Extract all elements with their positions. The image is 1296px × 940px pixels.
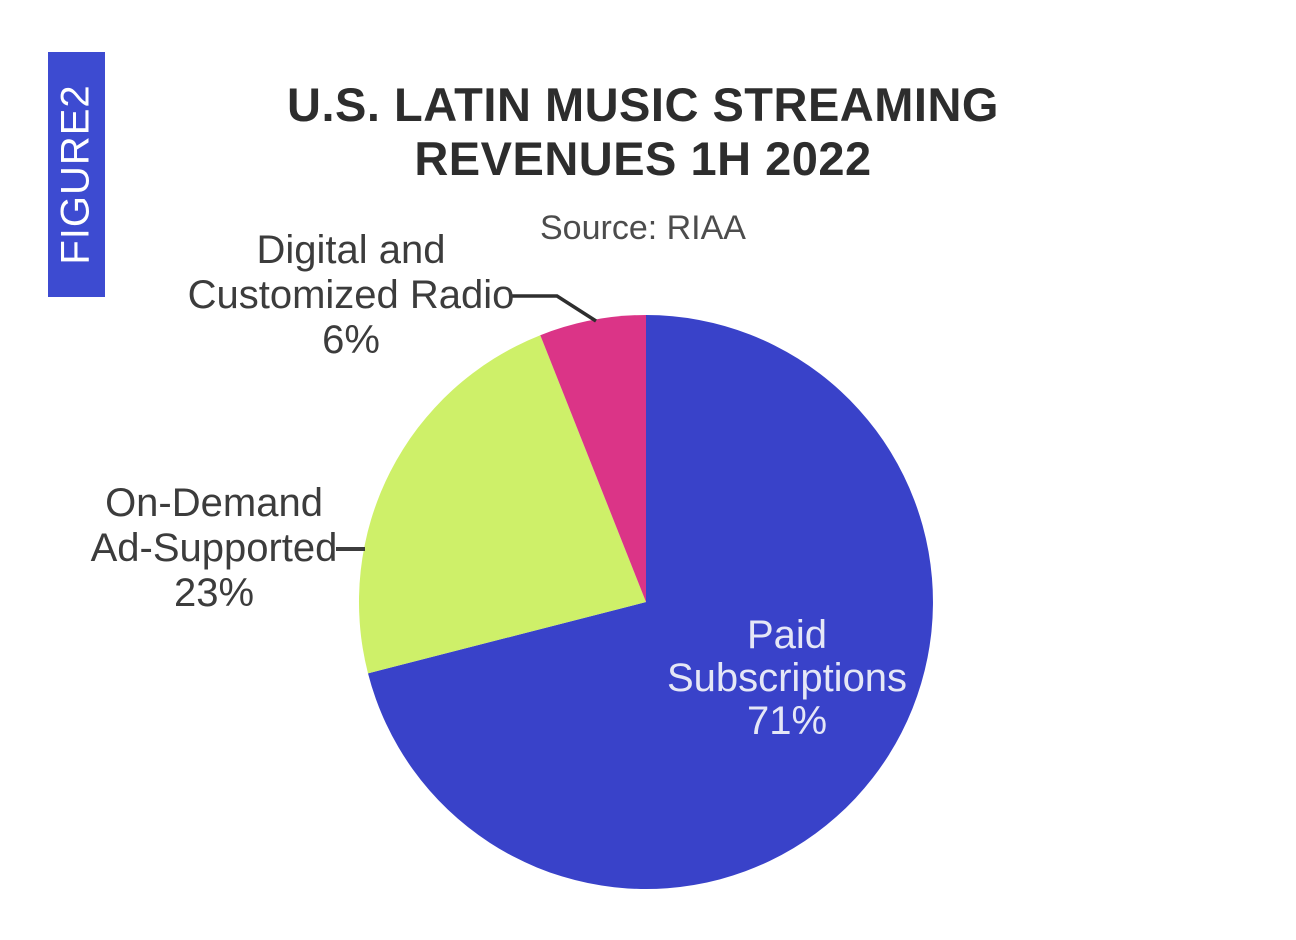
title-line-1: U.S. LATIN MUSIC STREAMING bbox=[287, 78, 999, 131]
page-title: U.S. LATIN MUSIC STREAMING REVENUES 1H 2… bbox=[188, 78, 1098, 186]
slice-label-line: Customized Radio bbox=[187, 273, 515, 317]
pie-slice-paid-subscriptions bbox=[368, 315, 933, 889]
source-caption: Source: RIAA bbox=[540, 209, 746, 247]
slice-label-line: Subscriptions bbox=[666, 656, 908, 700]
slice-label-value: 6% bbox=[322, 318, 380, 362]
figure-tag: FIGURE2 bbox=[48, 52, 105, 297]
slice-label-line: Digital and bbox=[256, 228, 446, 272]
slice-label-paid-subscriptions: Paid Subscriptions 71% bbox=[597, 614, 977, 743]
slice-label-on-demand: On-Demand Ad-Supported 23% bbox=[24, 481, 404, 616]
slice-label-line: On-Demand bbox=[105, 481, 323, 525]
pie-slice-digital-customized-radio bbox=[540, 315, 646, 602]
pie-slices bbox=[358, 315, 933, 889]
slice-label-line: Paid bbox=[746, 613, 828, 657]
slice-label-value: 23% bbox=[173, 571, 255, 615]
pie-slice-on-demand-ad-supported bbox=[358, 335, 646, 674]
slice-label-line: Ad-Supported bbox=[90, 526, 338, 570]
leader-line-digital-radio bbox=[509, 294, 597, 323]
slice-label-digital-radio: Digital and Customized Radio 6% bbox=[161, 228, 541, 363]
title-line-2: REVENUES 1H 2022 bbox=[414, 132, 872, 185]
slice-label-value: 71% bbox=[746, 699, 828, 743]
